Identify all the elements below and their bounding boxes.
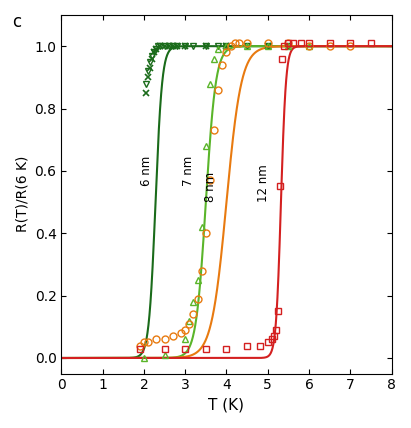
Text: 8 nm: 8 nm bbox=[204, 172, 217, 202]
X-axis label: T (K): T (K) bbox=[208, 398, 245, 413]
Text: 6 nm: 6 nm bbox=[139, 156, 152, 187]
Y-axis label: R(T)/R(6 K): R(T)/R(6 K) bbox=[15, 156, 29, 232]
Text: 7 nm: 7 nm bbox=[182, 156, 195, 187]
Text: c: c bbox=[12, 13, 21, 31]
Text: 12 nm: 12 nm bbox=[257, 164, 270, 202]
